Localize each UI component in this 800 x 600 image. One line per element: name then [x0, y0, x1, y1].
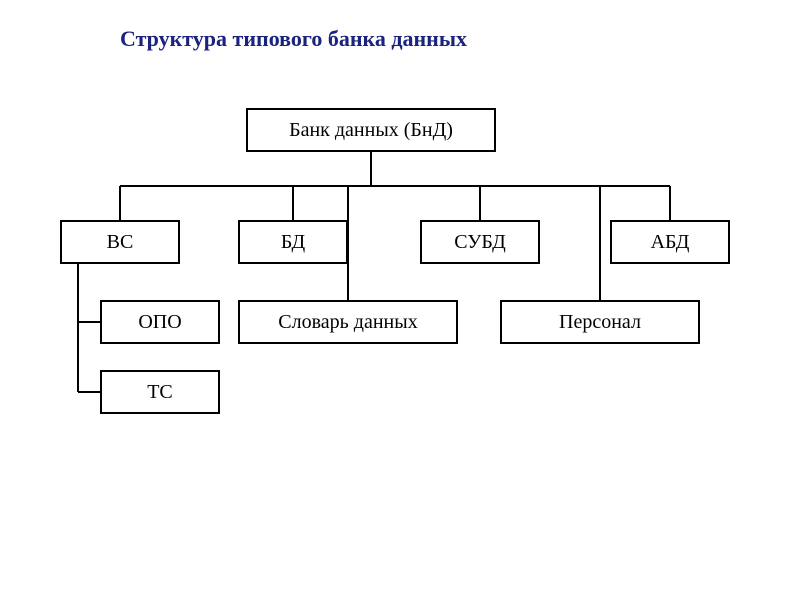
- node-dict-label: Словарь данных: [278, 311, 417, 334]
- diagram-canvas: { "title": { "text": "Структура типового…: [0, 0, 800, 600]
- node-dict: Словарь данных: [238, 300, 458, 344]
- node-bd-label: БД: [281, 231, 305, 254]
- node-abd: АБД: [610, 220, 730, 264]
- node-vc: ВС: [60, 220, 180, 264]
- node-vc-label: ВС: [107, 231, 134, 254]
- node-opo-label: ОПО: [138, 311, 181, 334]
- node-tc-label: ТС: [147, 381, 173, 404]
- node-staff-label: Персонал: [559, 311, 641, 334]
- node-root: Банк данных (БнД): [246, 108, 496, 152]
- node-root-label: Банк данных (БнД): [289, 119, 453, 142]
- node-opo: ОПО: [100, 300, 220, 344]
- node-abd-label: АБД: [651, 231, 690, 254]
- node-staff: Персонал: [500, 300, 700, 344]
- node-subd-label: СУБД: [454, 231, 506, 254]
- node-subd: СУБД: [420, 220, 540, 264]
- page-title: Структура типового банка данных: [120, 26, 467, 52]
- node-tc: ТС: [100, 370, 220, 414]
- node-bd: БД: [238, 220, 348, 264]
